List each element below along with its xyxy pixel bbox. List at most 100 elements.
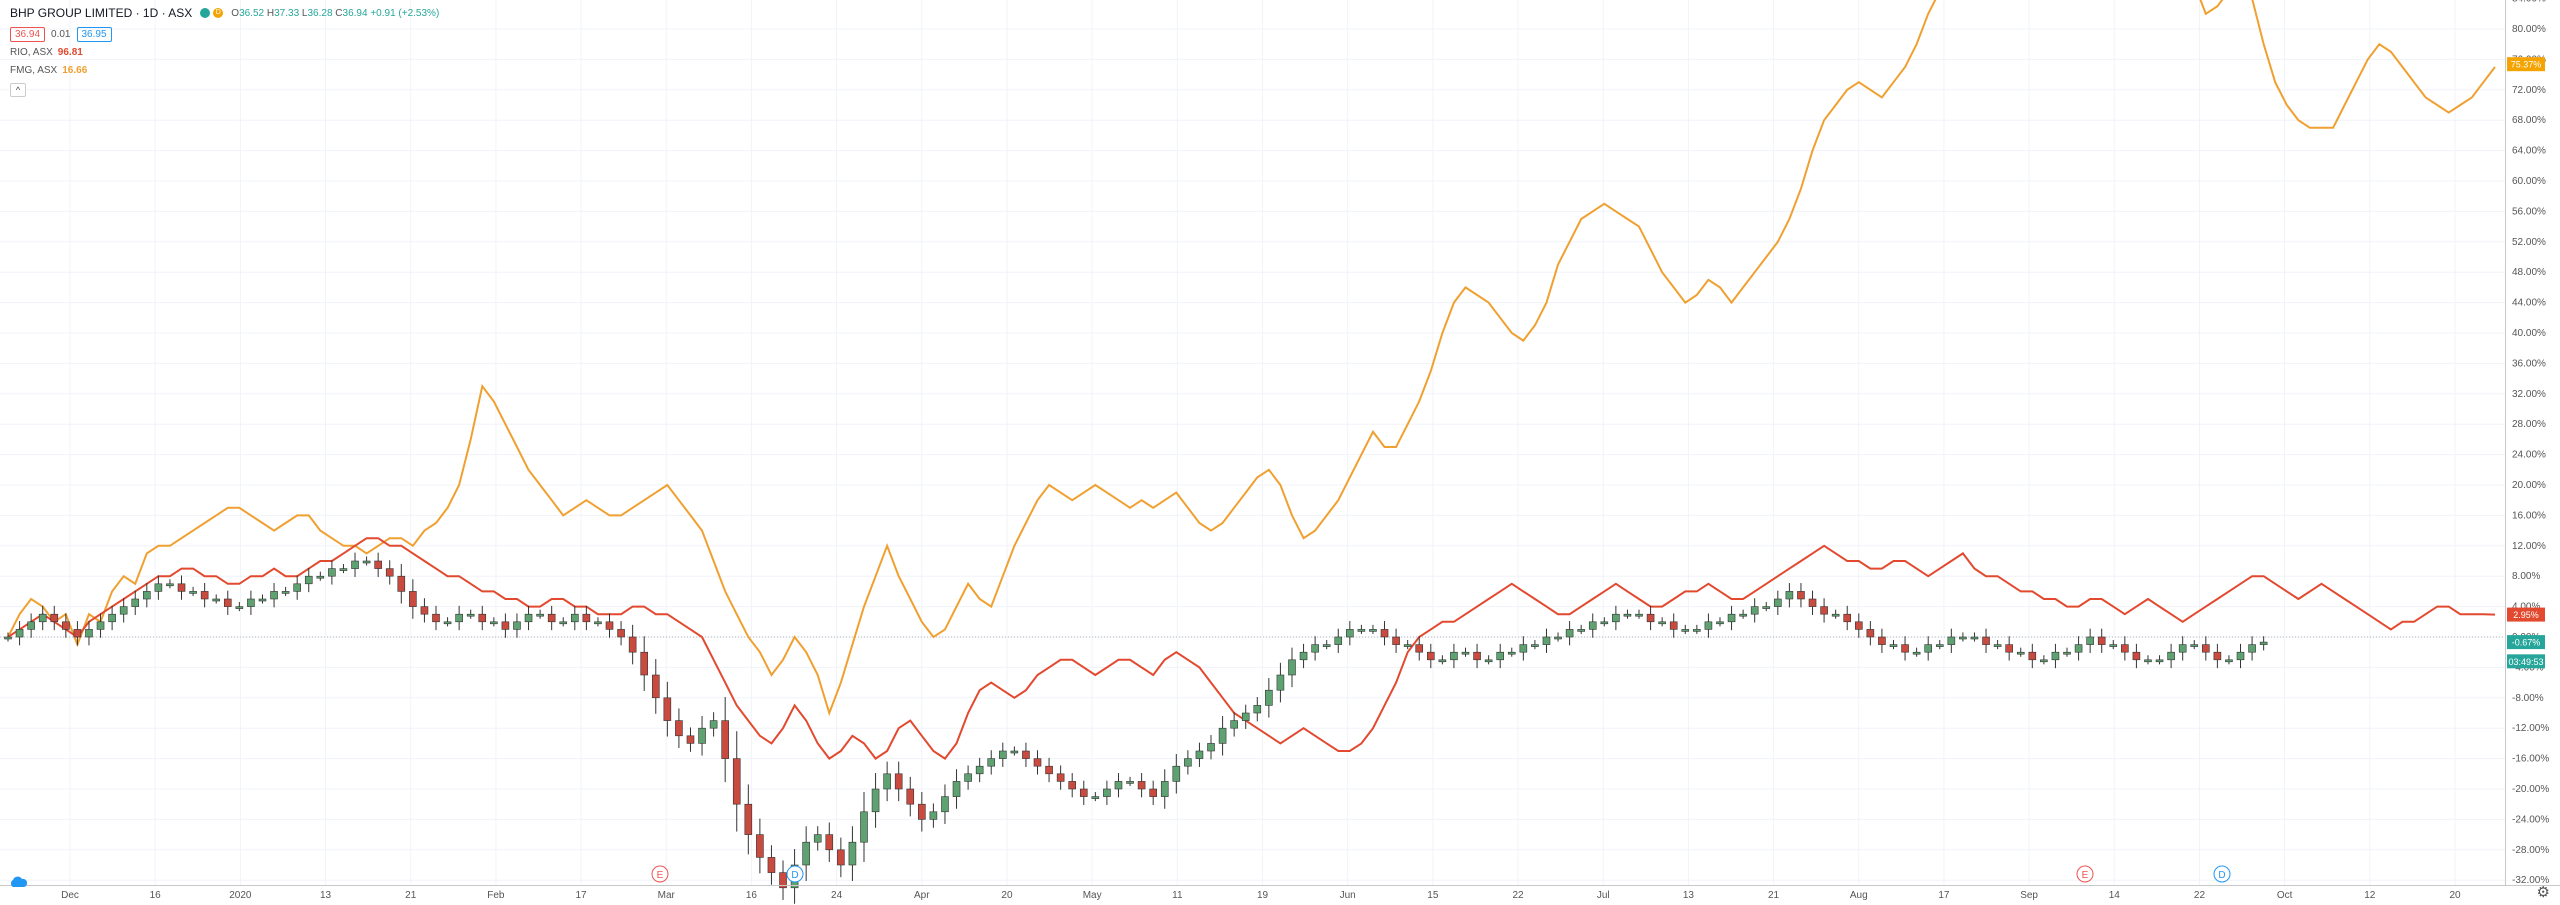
- candle-body[interactable]: [1045, 765, 1053, 775]
- candle-body[interactable]: [2016, 651, 2025, 655]
- candle-body[interactable]: [1531, 644, 1539, 647]
- candle-body[interactable]: [952, 781, 961, 797]
- candle-body[interactable]: [189, 591, 197, 594]
- candle-body[interactable]: [825, 834, 834, 851]
- candle-body[interactable]: [328, 568, 336, 577]
- candle-body[interactable]: [594, 621, 602, 625]
- candle-body[interactable]: [1392, 636, 1400, 645]
- candle-body[interactable]: [2178, 644, 2187, 653]
- series-line-rio[interactable]: [7, 537, 2496, 760]
- candle-body[interactable]: [397, 575, 406, 592]
- candle-body[interactable]: [1103, 788, 1111, 797]
- cloud-icon[interactable]: [8, 875, 28, 889]
- candle-body[interactable]: [1334, 636, 1343, 645]
- candle-body[interactable]: [1380, 629, 1389, 638]
- symbol-title[interactable]: BHP GROUP LIMITED · 1D · ASX: [10, 6, 193, 20]
- candle-body[interactable]: [1658, 621, 1666, 625]
- candle-body[interactable]: [235, 606, 244, 609]
- candle-body[interactable]: [293, 583, 301, 592]
- candle-body[interactable]: [1785, 591, 1794, 600]
- candle-body[interactable]: [420, 606, 429, 615]
- delayed-data-icon[interactable]: D: [213, 8, 224, 18]
- candle-body[interactable]: [1739, 613, 1747, 617]
- candle-body[interactable]: [837, 849, 845, 866]
- candle-body[interactable]: [2097, 636, 2106, 645]
- candle-body[interactable]: [1716, 621, 1724, 625]
- candle-body[interactable]: [374, 560, 382, 569]
- candle-body[interactable]: [212, 598, 221, 602]
- candle-body[interactable]: [2109, 644, 2118, 647]
- compare-row-fmg[interactable]: FMG, ASX 16.66: [10, 61, 439, 79]
- candle-body[interactable]: [2167, 651, 2175, 661]
- dividend-event-marker[interactable]: D: [786, 865, 804, 883]
- earnings-event-marker[interactable]: E: [2076, 865, 2094, 883]
- candle-body[interactable]: [1924, 644, 1932, 653]
- candle-body[interactable]: [1507, 651, 1516, 655]
- earnings-event-marker[interactable]: E: [651, 865, 669, 883]
- candle-body[interactable]: [1612, 613, 1620, 623]
- candle-body[interactable]: [1241, 712, 1250, 721]
- candle-body[interactable]: [501, 621, 510, 630]
- candle-body[interactable]: [1774, 598, 1782, 607]
- candle-body[interactable]: [571, 613, 579, 623]
- candle-body[interactable]: [478, 613, 487, 623]
- candle-body[interactable]: [1878, 636, 1886, 645]
- candle-body[interactable]: [2202, 644, 2210, 653]
- candle-body[interactable]: [1033, 758, 1042, 767]
- candle-body[interactable]: [247, 598, 255, 607]
- candle-body[interactable]: [2248, 644, 2256, 653]
- candle-body[interactable]: [1565, 629, 1574, 638]
- candle-body[interactable]: [1218, 727, 1227, 744]
- candle-body[interactable]: [490, 621, 498, 625]
- candle-body[interactable]: [1484, 659, 1493, 663]
- candle-body[interactable]: [223, 598, 232, 607]
- candle-body[interactable]: [663, 697, 672, 721]
- candle-body[interactable]: [605, 621, 614, 630]
- candle-body[interactable]: [628, 636, 637, 653]
- candle-body[interactable]: [385, 568, 394, 577]
- candle-body[interactable]: [1820, 606, 1828, 615]
- candle-body[interactable]: [998, 750, 1007, 759]
- candle-body[interactable]: [96, 621, 105, 630]
- candle-body[interactable]: [813, 834, 822, 843]
- candle-body[interactable]: [177, 583, 186, 592]
- candle-body[interactable]: [547, 613, 556, 623]
- candle-body[interactable]: [640, 651, 649, 676]
- candle-body[interactable]: [698, 727, 706, 744]
- candle-body[interactable]: [1160, 781, 1169, 797]
- candle-body[interactable]: [339, 568, 348, 571]
- candle-body[interactable]: [732, 758, 741, 805]
- candle-body[interactable]: [1635, 613, 1643, 617]
- candle-body[interactable]: [860, 811, 868, 843]
- candle-body[interactable]: [2074, 644, 2083, 653]
- candle-body[interactable]: [964, 773, 972, 782]
- candle-body[interactable]: [166, 583, 174, 587]
- candle-body[interactable]: [2236, 651, 2245, 661]
- candle-body[interactable]: [4, 636, 12, 640]
- candle-body[interactable]: [1114, 781, 1123, 790]
- candle-body[interactable]: [536, 613, 544, 617]
- candle-body[interactable]: [131, 598, 140, 607]
- candle-body[interactable]: [455, 613, 463, 623]
- candle-body[interactable]: [1542, 636, 1551, 645]
- candle-body[interactable]: [1854, 621, 1863, 630]
- dividend-event-marker[interactable]: D: [2213, 865, 2231, 883]
- candle-body[interactable]: [2121, 644, 2129, 653]
- candle-body[interactable]: [143, 591, 151, 600]
- series-layer[interactable]: [7, 0, 2496, 760]
- candle-body[interactable]: [362, 560, 371, 564]
- candle-body[interactable]: [1588, 621, 1597, 630]
- candle-body[interactable]: [1322, 644, 1331, 647]
- candle-body[interactable]: [1554, 636, 1562, 640]
- candle-body[interactable]: [767, 857, 776, 873]
- candle-body[interactable]: [200, 591, 209, 600]
- candle-body[interactable]: [987, 758, 996, 767]
- candle-body[interactable]: [409, 591, 417, 607]
- candle-body[interactable]: [513, 621, 521, 630]
- candle-body[interactable]: [1230, 720, 1238, 729]
- candle-body[interactable]: [1843, 613, 1852, 623]
- candle-body[interactable]: [1126, 781, 1134, 784]
- candle-body[interactable]: [1959, 636, 1967, 640]
- candle-body[interactable]: [1681, 629, 1690, 632]
